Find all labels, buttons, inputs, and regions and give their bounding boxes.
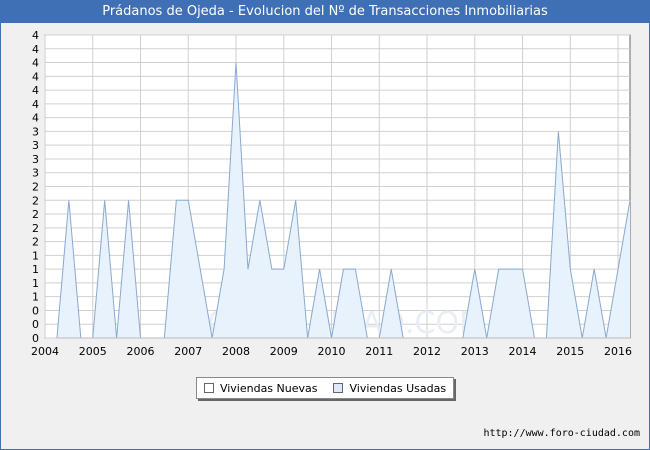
- legend-label-nuevas: Viviendas Nuevas: [219, 381, 318, 395]
- y-tick-label: 1: [32, 277, 39, 290]
- x-tick-label: 2015: [556, 345, 584, 358]
- y-tick-label: 4: [32, 84, 39, 97]
- y-tick-label: 3: [32, 139, 39, 152]
- y-tick-label: 4: [32, 98, 39, 111]
- x-tick-label: 2014: [509, 345, 537, 358]
- y-tick-label: 4: [32, 57, 39, 70]
- y-tick-label: 0: [32, 332, 39, 345]
- x-tick-label: 2006: [127, 345, 155, 358]
- y-tick-label: 1: [32, 291, 39, 304]
- y-tick-label: 2: [32, 208, 39, 221]
- y-tick-label: 4: [32, 43, 39, 56]
- legend-item-nuevas: Viviendas Nuevas: [203, 381, 318, 395]
- x-tick-label: 2011: [365, 345, 393, 358]
- legend-item-usadas: Viviendas Usadas: [333, 382, 446, 395]
- y-tick-label: 3: [32, 125, 39, 138]
- x-tick-label: 2016: [604, 345, 632, 358]
- x-tick-label: 2013: [461, 345, 489, 358]
- series-layer: [56, 62, 631, 339]
- y-tick-label: 2: [32, 222, 39, 235]
- y-tick-label: 2: [32, 194, 39, 207]
- y-tick-label: 4: [32, 112, 39, 125]
- legend-swatch-nuevas: [203, 383, 214, 393]
- legend-swatch-usadas: [333, 383, 344, 393]
- y-tick-label: 4: [32, 29, 39, 42]
- x-axis: 2004 2005 2006 2007 2008 2009 2010 2011 2012 2013…: [31, 345, 632, 358]
- y-tick-label: 3: [32, 153, 39, 166]
- chart-title: Prádanos de Ojeda - Evolucion del Nº de …: [1, 1, 649, 23]
- x-tick-label: 2009: [270, 345, 298, 358]
- y-tick-label: 4: [32, 70, 39, 83]
- y-tick-label: 1: [32, 263, 39, 276]
- y-tick-label: 2: [32, 181, 39, 194]
- footer-url[interactable]: http://www.foro-ciudad.com: [483, 428, 640, 439]
- y-tick-label: 1: [32, 249, 39, 262]
- x-tick-label: 2012: [413, 345, 441, 358]
- y-tick-label: 2: [32, 236, 39, 249]
- y-tick-label: 3: [32, 167, 39, 180]
- x-tick-label: 2005: [79, 345, 107, 358]
- x-tick-label: 2010: [318, 345, 346, 358]
- x-tick-label: 2004: [31, 345, 59, 358]
- x-tick-label: 2008: [222, 345, 250, 358]
- legend: Viviendas Nuevas Viviendas Usadas: [196, 377, 454, 399]
- y-tick-label: 0: [32, 318, 39, 331]
- y-tick-label: 0: [32, 304, 39, 317]
- x-tick-label: 2007: [174, 345, 202, 358]
- legend-label-usadas: Viviendas Usadas: [349, 381, 447, 395]
